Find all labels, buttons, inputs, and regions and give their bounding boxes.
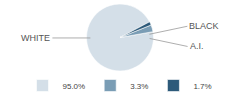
svg-text:1.7%: 1.7% [193, 82, 211, 91]
svg-text:BLACK: BLACK [189, 21, 219, 31]
svg-text:95.0%: 95.0% [63, 82, 86, 91]
svg-text:WHITE: WHITE [21, 33, 50, 43]
svg-text:3.3%: 3.3% [130, 82, 148, 91]
svg-text:A.I.: A.I. [190, 41, 204, 51]
